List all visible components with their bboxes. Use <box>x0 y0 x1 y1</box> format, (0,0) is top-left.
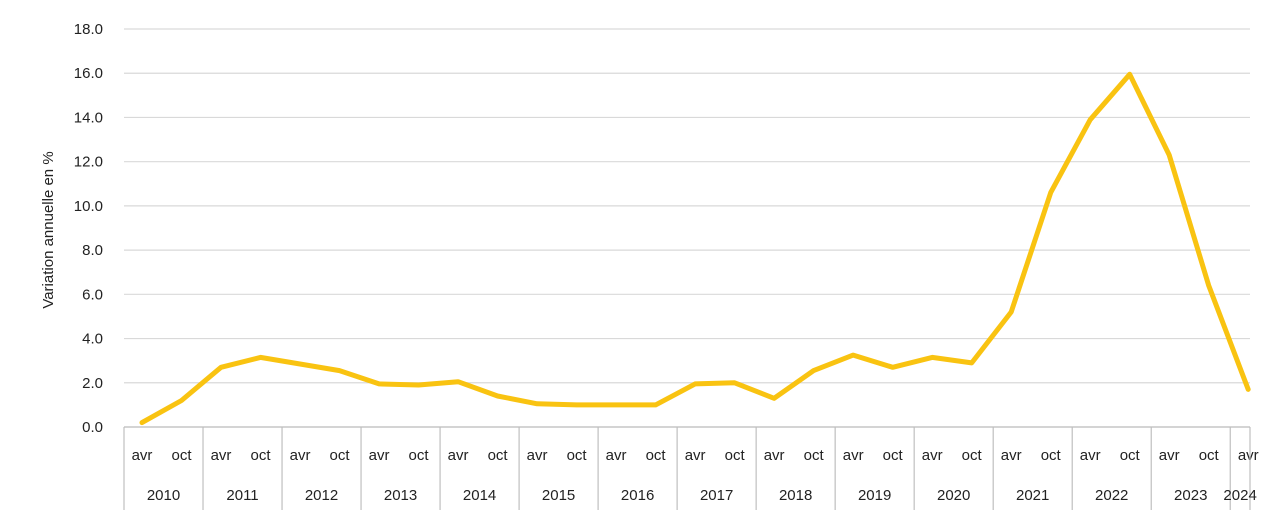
x-group-label-year: 2014 <box>463 487 496 504</box>
x-group-label-year: 2010 <box>147 487 180 504</box>
y-tick-label: 0.0 <box>82 419 103 436</box>
x-group-label-year: 2020 <box>937 487 970 504</box>
x-group-label-year: 2015 <box>542 487 575 504</box>
x-tick-label-month: avr <box>527 447 548 464</box>
x-tick-label-month: oct <box>567 447 588 464</box>
series-line <box>139 71 1251 426</box>
x-tick-label-month: oct <box>488 447 509 464</box>
x-tick-label-month: oct <box>962 447 983 464</box>
x-tick-label-month: avr <box>1159 447 1180 464</box>
x-tick-label-month: avr <box>843 447 864 464</box>
x-group-label-year: 2011 <box>226 487 258 504</box>
y-tick-label: 10.0 <box>74 198 103 215</box>
x-tick-label-month: avr <box>922 447 943 464</box>
x-axis: avr oct avr oct avr oct avr oct avr oct avr oct avr o… <box>123 426 1259 510</box>
y-axis-label: Variation annuelle en % <box>40 151 57 308</box>
x-tick-label-month: avr <box>369 447 390 464</box>
y-tick-label: 18.0 <box>74 21 103 38</box>
x-tick-label-month: avr <box>211 447 232 464</box>
x-tick-label-month: oct <box>172 447 193 464</box>
x-group-label-year: 2019 <box>858 487 891 504</box>
x-tick-label-month: oct <box>725 447 746 464</box>
y-tick-label: 14.0 <box>74 109 103 126</box>
x-tick-label-month: avr <box>290 447 311 464</box>
x-tick-label-month: avr <box>1001 447 1022 464</box>
x-tick-label-month: avr <box>448 447 469 464</box>
x-group-label-year: 2022 <box>1095 487 1128 504</box>
x-group-label-year: 2024 <box>1223 487 1256 504</box>
x-tick-label-month: oct <box>804 447 825 464</box>
x-tick-label-month: oct <box>883 447 904 464</box>
y-tick-label: 8.0 <box>82 242 103 259</box>
x-group-label-year: 2016 <box>621 487 654 504</box>
x-tick-label-month: oct <box>1120 447 1141 464</box>
x-tick-label-month: avr <box>1080 447 1101 464</box>
x-tick-label-month: oct <box>330 447 351 464</box>
x-tick-label-month: avr <box>764 447 785 464</box>
y-tick-label: 12.0 <box>74 154 103 171</box>
x-group-label-year: 2023 <box>1174 487 1207 504</box>
x-tick-label-month: avr <box>132 447 153 464</box>
x-tick-label-month: avr <box>606 447 627 464</box>
x-group-label-year: 2021 <box>1016 487 1049 504</box>
y-tick-label: 4.0 <box>82 331 103 348</box>
x-group-label-year: 2018 <box>779 487 812 504</box>
x-tick-label-month: oct <box>409 447 430 464</box>
x-tick-label-month: oct <box>1041 447 1062 464</box>
x-tick-label-month: avr <box>685 447 706 464</box>
x-tick-label-month: avr <box>1238 447 1259 464</box>
x-group-label-year: 2013 <box>384 487 417 504</box>
x-group-label-year: 2017 <box>700 487 733 504</box>
y-tick-label: 2.0 <box>82 375 103 392</box>
series-group <box>139 71 1251 426</box>
gridlines <box>124 28 1250 428</box>
x-group-label-year: 2012 <box>305 487 338 504</box>
x-tick-label-month: oct <box>1199 447 1220 464</box>
x-tick-label-month: oct <box>646 447 667 464</box>
y-axis-ticks: 0.0 2.0 4.0 6.0 8.0 10.0 12.0 14.0 16.0 18.0 <box>74 21 103 436</box>
x-tick-label-month: oct <box>251 447 272 464</box>
y-tick-label: 6.0 <box>82 286 103 303</box>
y-tick-label: 16.0 <box>74 65 103 82</box>
